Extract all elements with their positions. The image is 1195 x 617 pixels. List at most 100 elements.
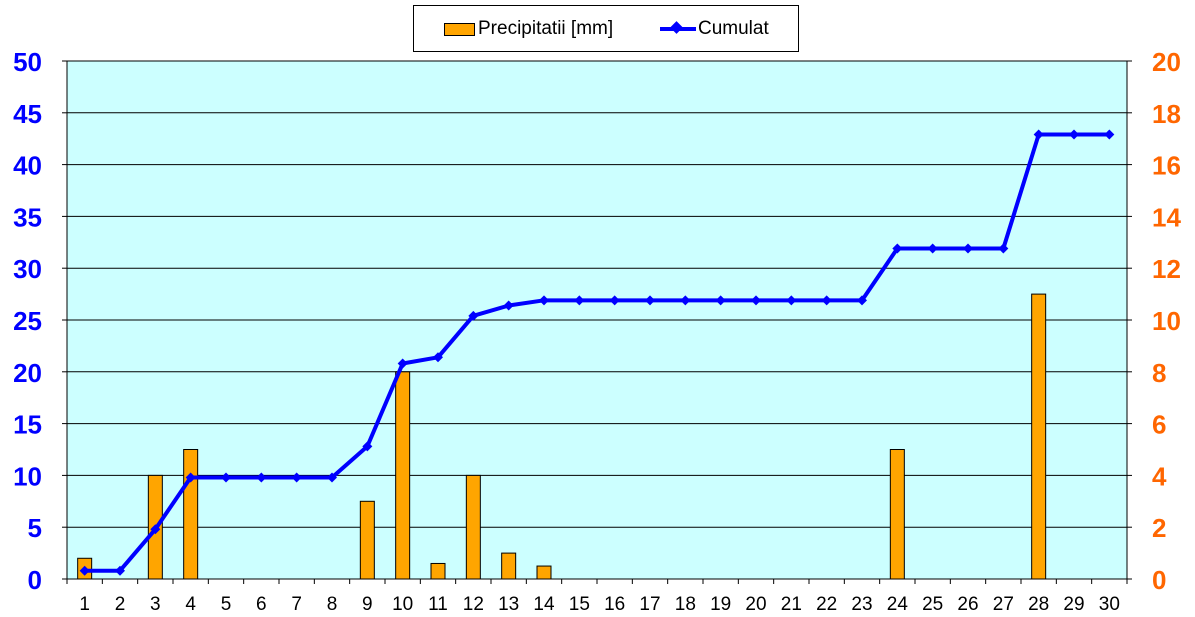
- cumulative-point: [821, 295, 832, 306]
- left-tick-label: 45: [13, 99, 42, 129]
- x-tick-label: 23: [851, 594, 872, 615]
- right-tick-label: 16: [1152, 151, 1181, 181]
- x-tick-label: 2: [115, 594, 126, 615]
- x-tick-label: 15: [569, 594, 590, 615]
- precipitation-bar: [183, 449, 199, 580]
- cumulative-point: [503, 300, 514, 311]
- right-tick-label: 0: [1152, 565, 1166, 595]
- x-tick-label: 13: [498, 594, 519, 615]
- cumulative-point: [1033, 129, 1044, 140]
- precipitation-bar: [889, 449, 905, 580]
- left-tick-label: 20: [13, 358, 42, 388]
- right-tick-label: 14: [1152, 202, 1181, 232]
- cumulative-point: [291, 472, 302, 483]
- left-tick-label: 15: [13, 410, 42, 440]
- right-tick-label: 10: [1152, 306, 1181, 336]
- left-tick-label: 25: [13, 306, 42, 336]
- cumulative-point: [185, 472, 196, 483]
- cumulative-point: [786, 295, 797, 306]
- x-tick-label: 28: [1028, 594, 1049, 615]
- legend-bar-label: Precipitatii [mm]: [478, 18, 614, 39]
- cumulative-point: [1069, 129, 1079, 140]
- cumulative-point: [892, 243, 903, 254]
- x-tick-label: 14: [533, 594, 555, 615]
- left-tick-label: 50: [13, 47, 42, 77]
- right-tick-label: 6: [1152, 410, 1166, 440]
- left-y-axis: 0 5 10 15 20 25 30 35 40 45 50: [13, 47, 68, 595]
- x-tick-label: 6: [256, 594, 267, 615]
- right-tick-label: 8: [1152, 358, 1166, 388]
- x-tick-label: 25: [922, 594, 943, 615]
- x-tick-label: 29: [1063, 594, 1084, 615]
- precipitation-bar: [465, 474, 481, 580]
- cumulative-point: [857, 295, 867, 306]
- cumulative-point: [574, 295, 585, 306]
- x-tick-label: 7: [291, 594, 302, 615]
- cumulative-point: [645, 295, 655, 306]
- legend-line-label: Cumulat: [698, 18, 769, 39]
- right-tick-label: 20: [1152, 47, 1181, 77]
- cumulative-point: [362, 441, 373, 452]
- left-tick-label: 5: [28, 513, 42, 543]
- cumulative-point: [715, 295, 726, 306]
- x-tick-label: 5: [221, 594, 232, 615]
- cumulative-point: [680, 295, 691, 306]
- right-tick-label: 12: [1152, 254, 1181, 284]
- cumulative-line: [79, 129, 1115, 576]
- legend-line-marker: [670, 21, 683, 34]
- x-tick-label: 3: [150, 594, 161, 615]
- x-tick-label: 9: [362, 594, 373, 615]
- precipitation-bar: [395, 371, 411, 580]
- precipitation-bar: [1031, 293, 1047, 580]
- x-tick-label: 27: [993, 594, 1014, 615]
- precipitation-bar: [536, 565, 552, 580]
- left-tick-label: 30: [13, 254, 42, 284]
- x-tick-label: 21: [781, 594, 802, 615]
- cumulative-point: [150, 524, 161, 535]
- x-tick-label: 16: [604, 594, 625, 615]
- cumulative-point: [963, 243, 973, 254]
- right-tick-label: 18: [1152, 99, 1181, 129]
- legend: Precipitatii [mm] Cumulat: [413, 5, 799, 52]
- left-tick-label: 40: [13, 151, 42, 181]
- cumulative-point: [115, 565, 125, 576]
- left-tick-label: 35: [13, 202, 42, 232]
- cumulative-point: [256, 472, 267, 483]
- x-tick-label: 12: [463, 594, 484, 615]
- legend-bar-swatch: [444, 23, 475, 36]
- precipitation-bar: [501, 552, 517, 580]
- left-tick-label: 0: [28, 565, 42, 595]
- cumulative-point: [221, 472, 231, 483]
- cumulative-point: [79, 565, 90, 576]
- x-tick-label: 10: [392, 594, 413, 615]
- right-y-axis: 0 2 4 6 8 10 12 14 16 18 20: [1126, 47, 1181, 595]
- cumulative-point: [1104, 129, 1115, 140]
- precipitation-bar: [430, 562, 446, 580]
- cumulative-point: [927, 243, 938, 254]
- x-tick-label: 11: [428, 594, 448, 615]
- x-tick-label: 24: [887, 594, 909, 615]
- x-tick-label: 4: [185, 594, 196, 615]
- x-tick-label: 22: [816, 594, 837, 615]
- x-tick-label: 20: [745, 594, 766, 615]
- right-tick-label: 4: [1152, 461, 1167, 491]
- x-tick-label: 18: [675, 594, 696, 615]
- x-tick-label: 19: [710, 594, 731, 615]
- x-tick-label: 1: [79, 594, 90, 615]
- cumulative-line-path: [84, 132, 1110, 573]
- cumulative-point: [433, 352, 443, 363]
- left-tick-label: 10: [13, 461, 42, 491]
- cumulative-point: [327, 472, 337, 483]
- right-tick-label: 2: [1152, 513, 1166, 543]
- cumulative-point: [468, 310, 479, 321]
- x-axis: 1 2 3 4 5 6 7 8 9 10 11 12 13 14 15 16 17 18 19 20 21 22 23 24 2…: [66, 578, 1128, 615]
- cumulative-point: [539, 295, 549, 306]
- cumulative-point: [609, 295, 620, 306]
- x-tick-label: 26: [957, 594, 978, 615]
- precipitation-bar: [359, 500, 375, 580]
- cumulative-point: [397, 358, 408, 369]
- cumulative-point: [998, 243, 1009, 254]
- x-tick-label: 17: [639, 594, 660, 615]
- x-tick-label: 8: [327, 594, 338, 615]
